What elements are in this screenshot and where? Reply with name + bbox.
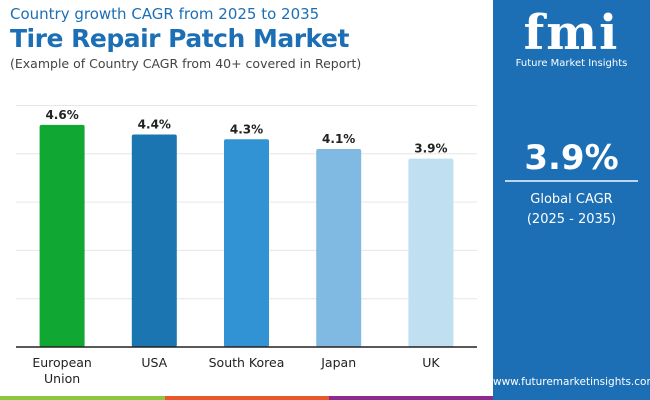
global-cagr-text: Global CAGR [530,192,613,207]
global-cagr-period: (2025 - 2035) [526,212,617,227]
bar [224,139,269,347]
data-label: 4.6% [45,108,78,122]
chart-title: Tire Repair Patch Market [10,24,349,53]
global-cagr-value: 3.9% [524,138,619,178]
global-cagr-label: Global CAGR (2025 - 2035) [493,190,650,230]
bar [408,158,454,347]
bar [316,148,362,347]
bar [39,124,85,347]
x-tick-label: UK [422,355,440,370]
chart-note: (Example of Country CAGR from 40+ covere… [10,56,362,71]
chart-subtitle: Country growth CAGR from 2025 to 2035 [10,5,320,23]
x-tick-label: USA [141,355,167,370]
fmi-logo: fmi [523,5,620,61]
logo-subtitle: Future Market Insights [515,58,628,69]
x-tick-label: European [32,355,92,370]
x-tick-label: South Korea [209,355,285,370]
divider [505,180,638,182]
data-label: 3.9% [414,142,447,156]
data-label: 4.1% [322,132,355,146]
bar [131,134,177,347]
data-label: 4.4% [138,117,171,131]
data-label: 4.3% [230,122,263,136]
green-strip [0,396,165,400]
x-tick-label: Union [44,371,80,386]
orange-strip [165,396,329,400]
website-url[interactable]: www.futuremarketinsights.com [493,376,650,388]
purple-strip [329,396,493,400]
side-panel: fmi Future Market Insights 3.9% Global C… [493,0,650,400]
x-tick-label: Japan [320,355,356,370]
